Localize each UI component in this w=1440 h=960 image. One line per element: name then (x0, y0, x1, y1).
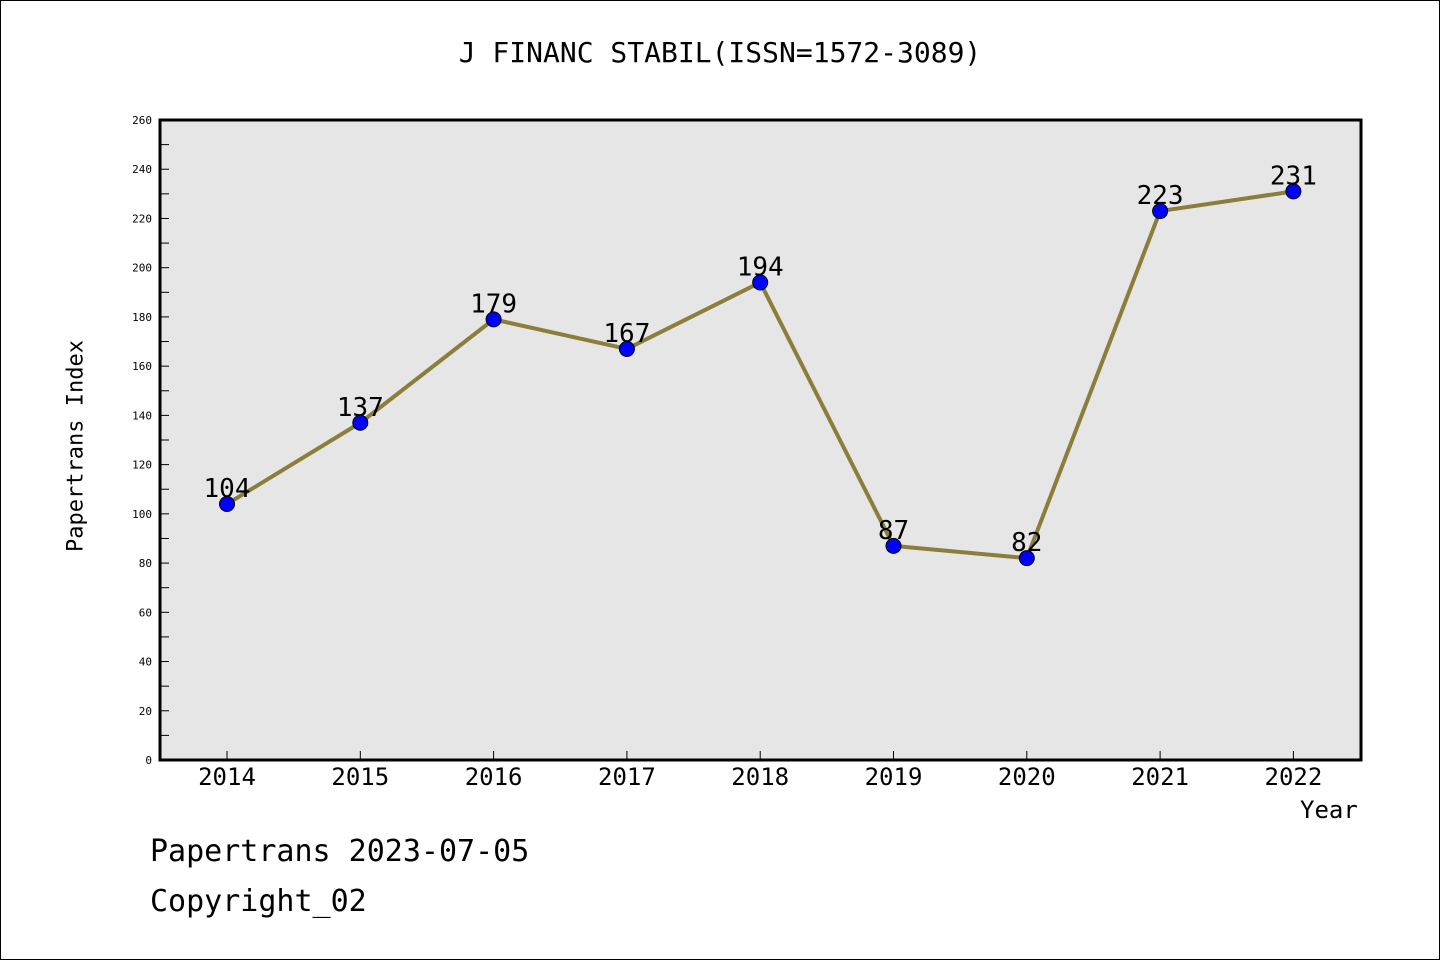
y-tick-label: 140 (132, 409, 152, 422)
data-label: 87 (878, 516, 909, 546)
plot-area (160, 120, 1361, 760)
y-tick-label: 100 (132, 508, 152, 521)
data-label: 167 (603, 319, 650, 349)
x-tick-label: 2020 (998, 763, 1056, 791)
x-tick-label: 2015 (331, 763, 389, 791)
y-tick-label: 0 (145, 754, 152, 767)
y-tick-label: 180 (132, 311, 152, 324)
data-label: 231 (1270, 161, 1317, 191)
x-tick-label: 2021 (1131, 763, 1189, 791)
x-tick-label: 2022 (1265, 763, 1323, 791)
data-point (219, 496, 235, 512)
y-tick-label: 220 (132, 212, 152, 225)
data-label: 194 (737, 252, 784, 282)
data-label: 223 (1137, 181, 1184, 211)
y-tick-label: 60 (139, 606, 152, 619)
x-tick-label: 2018 (731, 763, 789, 791)
y-tick-label: 80 (139, 557, 152, 570)
chart-title: J FINANC STABIL(ISSN=1572-3089) (458, 36, 982, 69)
y-tick-label: 240 (132, 163, 152, 176)
y-tick-label: 120 (132, 459, 152, 472)
x-tick-label: 2014 (198, 763, 256, 791)
data-label: 104 (204, 474, 251, 504)
plot-border (158, 118, 1363, 762)
data-point (1018, 550, 1035, 567)
y-tick-label: 160 (132, 360, 152, 373)
footer-copyright: Copyright_02 (150, 884, 367, 919)
x-tick-label: 2019 (865, 763, 923, 791)
x-tick-label: 2017 (598, 763, 656, 791)
y-tick-label: 20 (139, 705, 152, 718)
y-axis-label: Papertrans Index (63, 340, 89, 552)
x-axis-label: Year (1300, 796, 1358, 824)
y-tick-label: 40 (139, 656, 152, 669)
data-point (885, 537, 902, 554)
data-label: 179 (470, 289, 517, 319)
y-tick-label: 260 (132, 114, 152, 127)
footer-date: Papertrans 2023-07-05 (150, 834, 530, 869)
data-point (352, 414, 369, 431)
data-point (1152, 203, 1169, 220)
data-label: 82 (1011, 528, 1042, 558)
data-label: 137 (337, 393, 384, 423)
data-point (752, 274, 769, 291)
y-tick-label: 200 (132, 262, 152, 275)
x-tick-label: 2016 (465, 763, 523, 791)
data-point (1285, 183, 1302, 200)
data-point (485, 311, 502, 328)
data-point (618, 340, 635, 357)
